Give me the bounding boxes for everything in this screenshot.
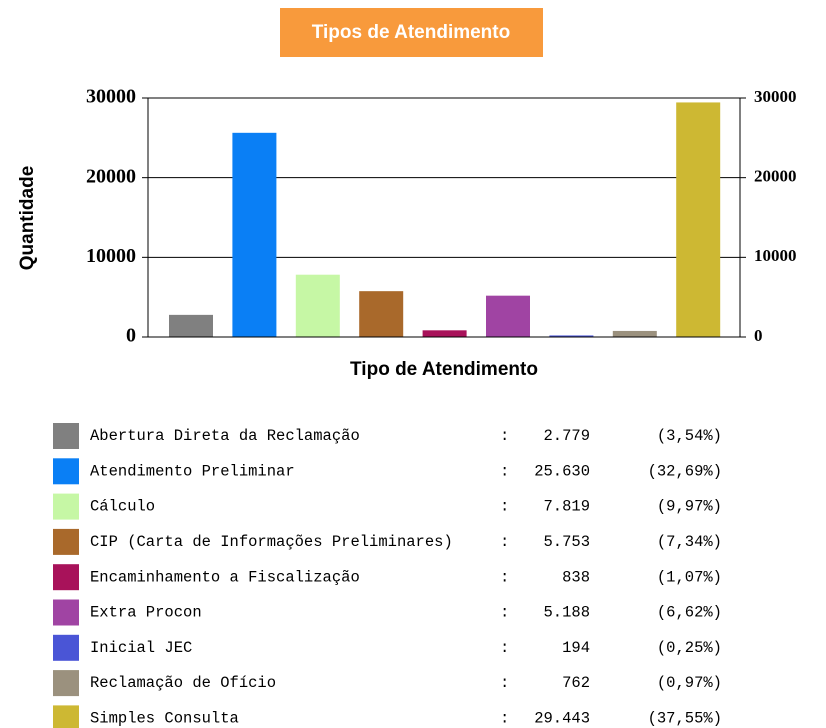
legend-value: 25.630	[534, 462, 590, 480]
legend-swatch	[53, 423, 79, 449]
legend-label: Atendimento Preliminar	[90, 462, 295, 480]
legend-label: Extra Procon	[90, 604, 202, 622]
legend-percent: (0,25%)	[657, 639, 722, 657]
legend-colon: :	[500, 604, 509, 622]
legend-label: Simples Consulta	[90, 709, 239, 727]
y2-tick-label: 20000	[754, 167, 797, 186]
legend-percent: (7,34%)	[657, 533, 722, 551]
legend-value: 5.188	[543, 604, 590, 622]
legend-percent: (0,97%)	[657, 674, 722, 692]
legend-swatch	[53, 670, 79, 697]
legend-swatch	[53, 599, 79, 626]
legend-colon: :	[500, 639, 509, 657]
y-tick-label: 30000	[86, 86, 136, 108]
legend-value: 194	[562, 639, 590, 657]
bar	[422, 330, 467, 337]
legend-value: 838	[562, 568, 590, 586]
y-tick-label: 10000	[86, 245, 136, 267]
bar	[676, 102, 721, 337]
y-tick-label: 20000	[86, 165, 136, 187]
legend-colon: :	[500, 427, 509, 445]
bar	[549, 335, 594, 337]
legend-swatch	[53, 458, 79, 485]
legend-label: CIP (Carta de Informações Preliminares)	[90, 533, 453, 551]
y-axis-label: Quantidade	[17, 166, 38, 271]
legend-value: 2.779	[543, 427, 590, 445]
legend-colon: :	[500, 709, 509, 727]
legend-colon: :	[500, 568, 509, 586]
bar	[359, 291, 404, 337]
legend-label: Reclamação de Ofício	[90, 674, 276, 692]
y2-tick-label: 30000	[754, 87, 797, 106]
legend-colon: :	[500, 533, 509, 551]
legend-value: 7.819	[543, 498, 590, 516]
legend-percent: (6,62%)	[657, 604, 722, 622]
legend-percent: (37,55%)	[648, 709, 722, 727]
y2-tick-label: 0	[754, 326, 763, 345]
legend-label: Cálculo	[90, 498, 155, 516]
legend-label: Abertura Direta da Reclamação	[90, 427, 360, 445]
bar	[295, 274, 340, 337]
legend-swatch	[53, 564, 79, 591]
legend-swatch	[53, 705, 79, 728]
legend-colon: :	[500, 498, 509, 516]
legend-value: 762	[562, 674, 590, 692]
legend-label: Inicial JEC	[90, 639, 192, 657]
legend-swatch	[53, 634, 79, 661]
bar	[232, 132, 277, 337]
title-box	[280, 8, 543, 57]
bar	[169, 314, 213, 337]
legend-colon: :	[500, 462, 509, 480]
chart-title: Tipos de Atendimento	[312, 22, 510, 43]
legend-value: 29.443	[534, 709, 590, 727]
legend-label: Encaminhamento a Fiscalização	[90, 568, 360, 586]
legend-swatch	[53, 528, 79, 555]
legend-percent: (32,69%)	[648, 462, 722, 480]
legend-percent: (3,54%)	[657, 427, 722, 445]
bar	[486, 295, 530, 337]
y-tick-label: 0	[126, 325, 136, 347]
legend-percent: (9,97%)	[657, 498, 722, 516]
legend-colon: :	[500, 674, 509, 692]
x-axis-label: Tipo de Atendimento	[350, 359, 538, 380]
y2-tick-label: 10000	[754, 246, 797, 265]
legend-swatch	[53, 493, 79, 520]
bar	[612, 330, 657, 337]
legend-value: 5.753	[543, 533, 590, 551]
legend-percent: (1,07%)	[657, 568, 722, 586]
